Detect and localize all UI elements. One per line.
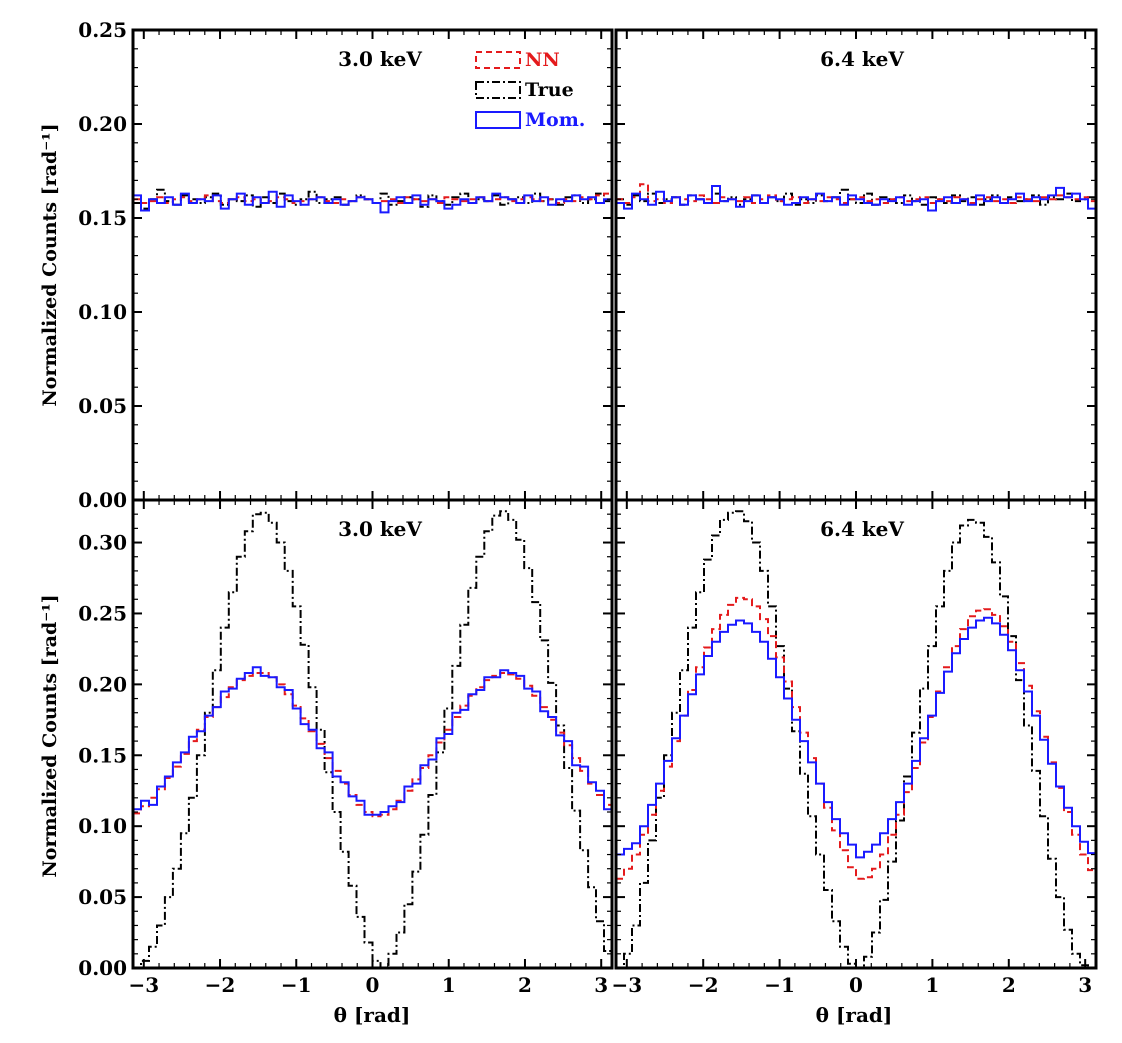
xtick-label: −1 xyxy=(281,973,312,997)
ytick-label: 0.20 xyxy=(78,112,127,136)
series-line-true xyxy=(133,510,612,968)
xtick-label: 0 xyxy=(849,973,863,997)
ytick-label: 0.20 xyxy=(78,672,127,696)
axes-frame xyxy=(614,28,1098,502)
series-line-nn xyxy=(616,596,1096,880)
series-line-mom xyxy=(616,185,1096,212)
panels-layer: 0.00 0.05 0.10 0.15 0.20 0.25 3.0 keV 6.4 keV 0.… xyxy=(78,18,1098,997)
panel-bottom-left: 0.00 0.05 0.10 0.15 0.20 0.25 0.30 −3 −2 −1 0 1 2 3 3.… xyxy=(78,498,614,997)
panel-energy-label: 6.4 keV xyxy=(820,517,904,541)
legend-label-true: True xyxy=(525,79,574,101)
series-group xyxy=(616,183,1096,212)
ytick-label: 0.05 xyxy=(78,885,127,909)
ytick-label: 0.25 xyxy=(78,18,127,42)
ytick-label: 0.25 xyxy=(78,601,127,625)
legend-label-nn: NN xyxy=(525,49,560,71)
xtick-label: 2 xyxy=(518,973,532,997)
ylabel-bottom: Normalized Counts [rad⁻¹] xyxy=(39,594,61,877)
panel-energy-label: 6.4 keV xyxy=(820,47,904,71)
ytick-label: 0.00 xyxy=(78,956,127,980)
xtick-label: −2 xyxy=(205,973,236,997)
legend-label-mom: Mom. xyxy=(525,109,585,131)
series-line-true xyxy=(616,510,1096,968)
legend-swatch-mom xyxy=(475,111,521,129)
series-line-mom xyxy=(133,666,612,816)
xlabel-left: θ [rad] xyxy=(334,1003,411,1027)
xlabel-right: θ [rad] xyxy=(816,1003,893,1027)
legend-swatch-true xyxy=(475,81,521,99)
xtick-label: −2 xyxy=(688,973,719,997)
ytick-label: 0.15 xyxy=(78,206,127,230)
legend: NN True Mom. xyxy=(475,49,585,131)
xtick-label: 1 xyxy=(925,973,939,997)
ytick-label: 0.05 xyxy=(78,394,127,418)
xtick-label: 1 xyxy=(442,973,456,997)
series-group xyxy=(133,510,612,968)
panel-energy-label: 3.0 keV xyxy=(338,47,422,71)
xtick-label: 2 xyxy=(1002,973,1016,997)
xtick-label: 0 xyxy=(366,973,380,997)
xtick-label: 3 xyxy=(1078,973,1092,997)
series-group xyxy=(133,188,612,214)
series-line-mom xyxy=(616,616,1096,859)
ytick-label: 0.00 xyxy=(78,488,127,512)
xtick-label: −3 xyxy=(611,973,642,997)
legend-swatch-nn xyxy=(475,51,521,69)
series-group xyxy=(616,510,1096,968)
panel-bottom-right: −3 −2 −1 0 1 2 3 6.4 keV xyxy=(611,498,1098,997)
ytick-label: 0.10 xyxy=(78,300,127,324)
ytick-label: 0.10 xyxy=(78,814,127,838)
panel-energy-label: 3.0 keV xyxy=(338,517,422,541)
ytick-label: 0.15 xyxy=(78,743,127,767)
ylabel-top: Normalized Counts [rad⁻¹] xyxy=(39,123,61,406)
panel-top-right: 6.4 keV xyxy=(614,28,1098,502)
xtick-label: −3 xyxy=(128,973,159,997)
xtick-label: −1 xyxy=(764,973,795,997)
series-line-mom xyxy=(133,190,612,214)
xtick-label: 3 xyxy=(594,973,608,997)
axes-frame xyxy=(614,498,1098,970)
ytick-label: 0.30 xyxy=(78,531,127,555)
